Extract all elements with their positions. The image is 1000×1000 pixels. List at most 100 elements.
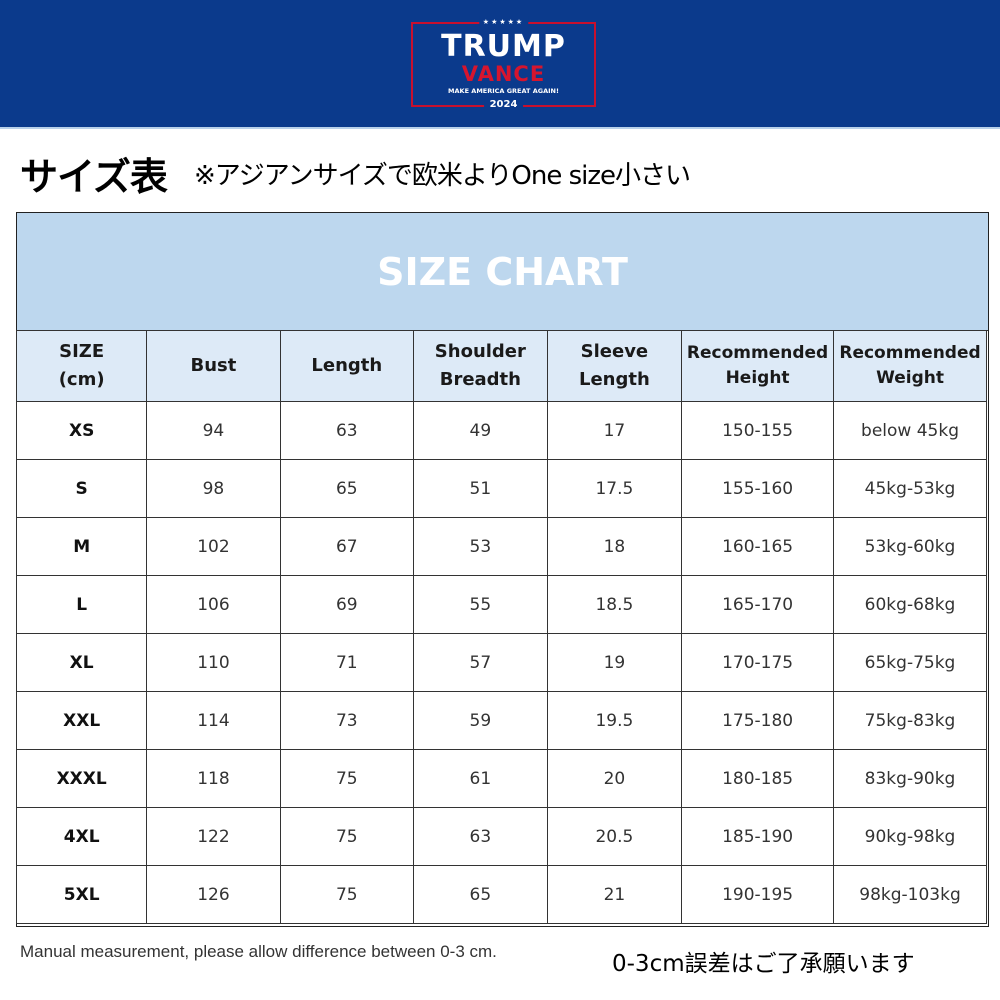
stars-icon: ★★★★★ (478, 16, 529, 28)
measurement-note: Manual measurement, please allow differe… (20, 942, 497, 961)
column-header-line1: Recommended (686, 343, 829, 363)
column-header-line1: Sleeve (580, 341, 649, 362)
table-cell: 83kg-90kg (833, 749, 987, 808)
logo-line-vance: VANCE (461, 62, 546, 86)
table-cell: 51 (413, 459, 548, 518)
table-cell: 53kg-60kg (833, 517, 987, 576)
table-cell: 114 (146, 691, 281, 750)
table-cell: 98 (146, 459, 281, 518)
trump-vance-logo: ★★★★★ TRUMP VANCE MAKE AMERICA GREAT AGA… (411, 16, 596, 111)
column-header-line2: (cm) (58, 369, 105, 390)
table-cell: 75 (279, 865, 415, 924)
table-cell: 75 (279, 749, 415, 808)
table-cell: 69 (279, 575, 415, 634)
column-header: Recommended Weight (833, 330, 987, 402)
column-header-line2: Weight (876, 368, 944, 388)
column-header: Shoulder Breadth (413, 330, 548, 402)
size-label-cell: L (15, 575, 148, 634)
column-header-line1: Length (311, 355, 383, 376)
table-cell: 160-165 (681, 517, 835, 576)
size-label-cell: XXL (15, 691, 148, 750)
column-header-line2: Breadth (439, 369, 521, 390)
table-row: M 102 67 53 18 160-165 53kg-60kg (15, 517, 987, 576)
table-cell: 67 (279, 517, 415, 576)
size-label-cell: XS (15, 401, 148, 460)
table-cell: 65kg-75kg (833, 633, 987, 692)
table-cell: 18.5 (546, 575, 683, 634)
column-header: SIZE (cm) (15, 330, 148, 402)
table-cell: 75kg-83kg (833, 691, 987, 750)
table-cell: 18 (546, 517, 683, 576)
heading-row: サイズ表 ※アジアンサイズで欧米よりOne size小さい (20, 146, 691, 199)
table-cell: 73 (279, 691, 415, 750)
table-cell: 17.5 (546, 459, 683, 518)
table-row: XL 110 71 57 19 170-175 65kg-75kg (15, 633, 987, 692)
table-cell: 126 (146, 865, 281, 924)
column-header-line1: Shoulder (434, 341, 526, 362)
table-cell: 21 (546, 865, 683, 924)
banner-divider (0, 127, 1000, 129)
column-header: Sleeve Length (546, 330, 683, 402)
table-cell: 49 (413, 401, 548, 460)
size-table: SIZE (cm) Bust Length Shoulder Breadth Sleeve L… (15, 330, 987, 924)
table-cell: 102 (146, 517, 281, 576)
column-header-line2: Length (579, 369, 650, 390)
table-cell: 170-175 (681, 633, 835, 692)
table-cell: 19 (546, 633, 683, 692)
size-chart: SIZE CHART SIZE (cm) Bust Length Shoulder Bre… (15, 212, 989, 927)
logo-line-trump: TRUMP (441, 29, 566, 64)
asian-size-note: ※アジアンサイズで欧米よりOne size小さい (193, 161, 691, 191)
table-cell: 20 (546, 749, 683, 808)
logo-year: 2024 (483, 99, 524, 111)
size-label-cell: 5XL (15, 865, 148, 924)
column-header-line1: Bust (190, 355, 237, 376)
table-cell: 65 (279, 459, 415, 518)
table-cell: 94 (146, 401, 281, 460)
size-chart-title: SIZE CHART (17, 213, 988, 331)
size-label-cell: 4XL (15, 807, 148, 866)
table-cell: 150-155 (681, 401, 835, 460)
table-cell: below 45kg (833, 401, 987, 460)
campaign-banner: ★★★★★ TRUMP VANCE MAKE AMERICA GREAT AGA… (0, 0, 1000, 127)
size-label-cell: XXXL (15, 749, 148, 808)
size-label-cell: S (15, 459, 148, 518)
table-cell: 20.5 (546, 807, 683, 866)
table-cell: 57 (413, 633, 548, 692)
table-cell: 63 (413, 807, 548, 866)
table-row: XXXL 118 75 61 20 180-185 83kg-90kg (15, 749, 987, 808)
table-row: XS 94 63 49 17 150-155 below 45kg (15, 401, 987, 460)
table-cell: 122 (146, 807, 281, 866)
table-cell: 17 (546, 401, 683, 460)
page-title: サイズ表 (20, 155, 168, 199)
table-cell: 180-185 (681, 749, 835, 808)
column-header: Bust (146, 330, 281, 402)
column-header-line2: Height (725, 368, 790, 388)
table-cell: 98kg-103kg (833, 865, 987, 924)
size-label-cell: M (15, 517, 148, 576)
table-cell: 75 (279, 807, 415, 866)
table-cell: 185-190 (681, 807, 835, 866)
table-row: S 98 65 51 17.5 155-160 45kg-53kg (15, 459, 987, 518)
table-cell: 65 (413, 865, 548, 924)
table-cell: 59 (413, 691, 548, 750)
table-cell: 45kg-53kg (833, 459, 987, 518)
table-cell: 110 (146, 633, 281, 692)
column-header: Length (279, 330, 415, 402)
table-cell: 61 (413, 749, 548, 808)
logo-slogan: MAKE AMERICA GREAT AGAIN! (448, 87, 559, 95)
table-cell: 155-160 (681, 459, 835, 518)
column-header: Recommended Height (681, 330, 835, 402)
table-cell: 165-170 (681, 575, 835, 634)
measurement-note-japanese: 0-3cm誤差はご了承願います (612, 951, 915, 977)
table-cell: 190-195 (681, 865, 835, 924)
size-label-cell: XL (15, 633, 148, 692)
table-cell: 53 (413, 517, 548, 576)
table-row: 5XL 126 75 65 21 190-195 98kg-103kg (15, 865, 987, 924)
table-cell: 63 (279, 401, 415, 460)
table-cell: 71 (279, 633, 415, 692)
column-header-line1: SIZE (59, 341, 105, 362)
table-row: 4XL 122 75 63 20.5 185-190 90kg-98kg (15, 807, 987, 866)
table-cell: 60kg-68kg (833, 575, 987, 634)
table-row: L 106 69 55 18.5 165-170 60kg-68kg (15, 575, 987, 634)
table-cell: 90kg-98kg (833, 807, 987, 866)
